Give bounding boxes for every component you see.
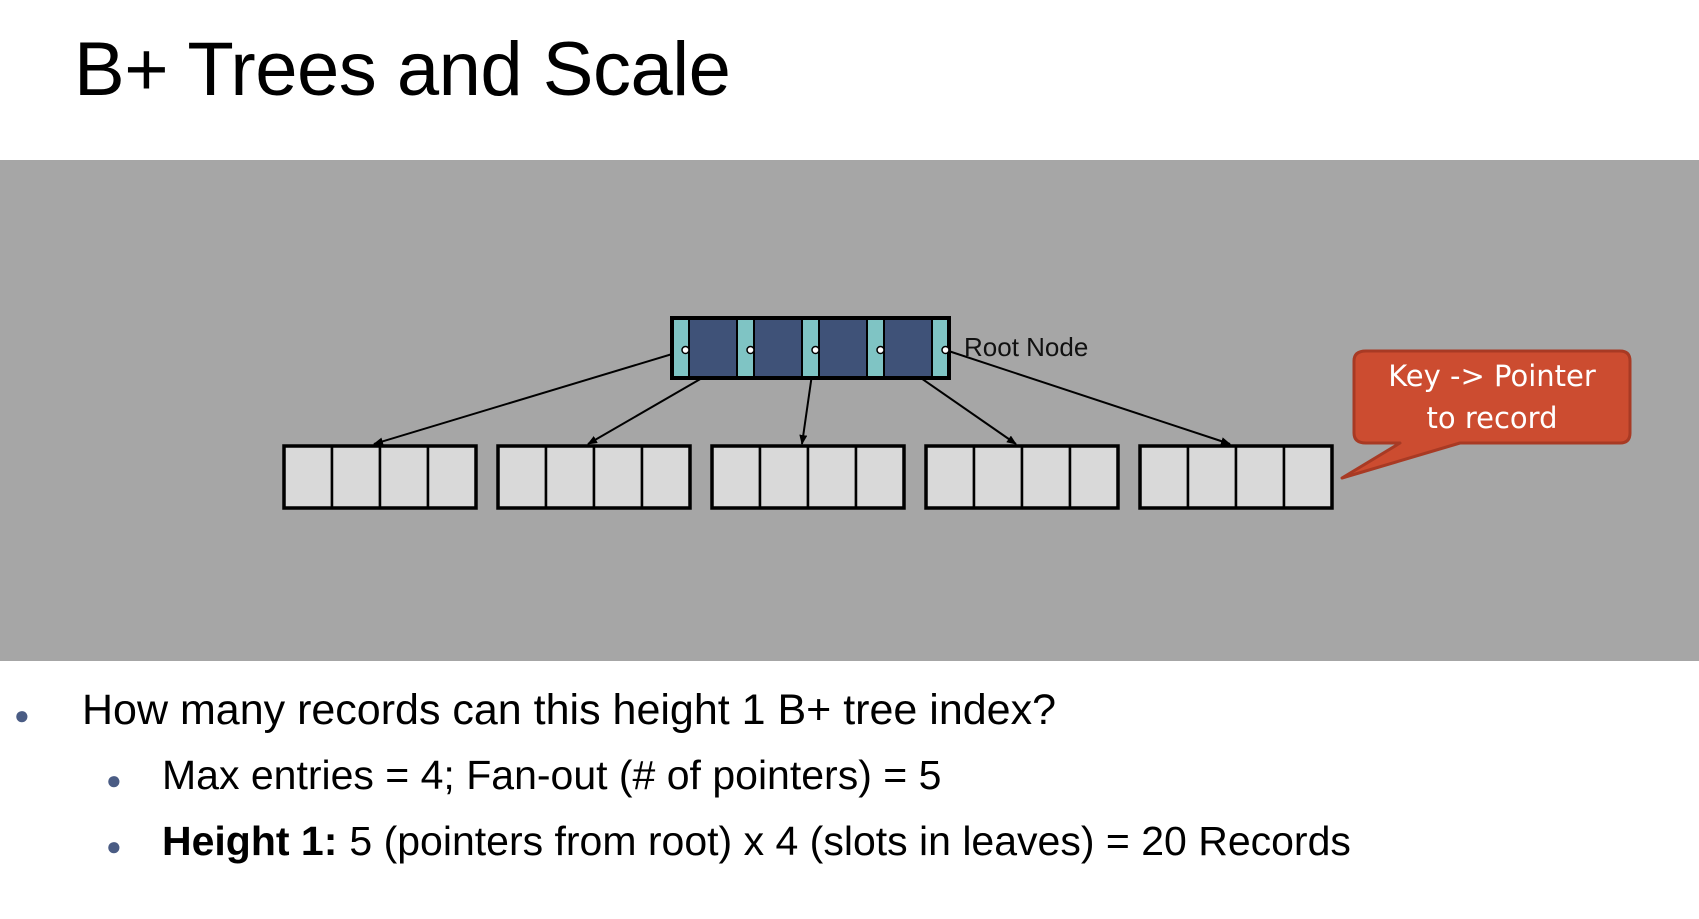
leaf-slot bbox=[1186, 444, 1238, 510]
leaf-nodes bbox=[282, 444, 1334, 510]
leaf-slot bbox=[710, 444, 762, 510]
leaf-slot bbox=[592, 444, 644, 510]
leaf-slot bbox=[330, 444, 382, 510]
b-plus-tree-diagram: Root Node Key -> Pointer to record bbox=[0, 160, 1699, 661]
leaf-node-border bbox=[924, 444, 1120, 510]
root-node-label: Root Node bbox=[964, 332, 1088, 362]
bullet-text: How many records can this height 1 B+ tr… bbox=[82, 686, 1056, 734]
pointer-arrow bbox=[373, 349, 686, 446]
pointer-arrow bbox=[945, 349, 1231, 445]
pointer-origin-dot bbox=[746, 345, 755, 355]
bullet-marker: ● bbox=[14, 700, 30, 730]
leaf-node-border bbox=[1138, 444, 1334, 510]
leaf-slot bbox=[1020, 444, 1072, 510]
leaf-slot bbox=[426, 444, 478, 510]
leaf-slot bbox=[854, 444, 906, 510]
bullet-item-height: ● Height 1: 5 (pointers from root) x 4 (… bbox=[106, 818, 1351, 865]
slide-title: B+ Trees and Scale bbox=[74, 27, 731, 112]
callout: Key -> Pointer to record bbox=[1340, 349, 1632, 480]
pointer-origin-dot bbox=[876, 345, 885, 355]
leaf-slot bbox=[1138, 444, 1190, 510]
leaf-slot bbox=[1068, 444, 1120, 510]
leaf-slot bbox=[544, 444, 596, 510]
leaf-node bbox=[282, 444, 478, 510]
leaf-slot bbox=[924, 444, 976, 510]
bullet-text: 5 (pointers from root) x 4 (slots in lea… bbox=[349, 818, 1351, 864]
callout-bubble bbox=[1340, 349, 1632, 480]
pointer-origin-dot bbox=[941, 345, 950, 355]
bullet-marker: ● bbox=[106, 765, 122, 795]
callout-line-2: to record bbox=[1427, 401, 1558, 435]
leaf-slot bbox=[640, 444, 692, 510]
leaf-slot bbox=[378, 444, 430, 510]
root-key-slot bbox=[753, 317, 803, 379]
leaf-node-border bbox=[496, 444, 692, 510]
bullet-item-question: ● How many records can this height 1 B+ … bbox=[14, 686, 1056, 735]
leaf-slot bbox=[1234, 444, 1286, 510]
root-node bbox=[670, 316, 951, 380]
bullet-text: Max entries = 4; Fan-out (# of pointers)… bbox=[162, 752, 942, 798]
leaf-slot bbox=[496, 444, 548, 510]
leaf-node-border bbox=[710, 444, 906, 510]
leaf-slot bbox=[758, 444, 810, 510]
tree-svg: Root Node Key -> Pointer to record bbox=[282, 316, 1632, 510]
root-key-slot bbox=[818, 317, 868, 379]
leaf-node bbox=[710, 444, 906, 510]
leaf-node bbox=[496, 444, 692, 510]
leaf-slot bbox=[972, 444, 1024, 510]
leaf-node bbox=[1138, 444, 1334, 510]
root-key-slot bbox=[688, 317, 738, 379]
leaf-node-border bbox=[282, 444, 478, 510]
pointer-origin-dot bbox=[811, 345, 820, 355]
leaf-slot bbox=[806, 444, 858, 510]
bullet-item-max-entries: ● Max entries = 4; Fan-out (# of pointer… bbox=[106, 752, 941, 799]
leaf-slot bbox=[282, 444, 334, 510]
root-key-slot bbox=[883, 317, 933, 379]
bullet-bold-label: Height 1: bbox=[162, 818, 338, 864]
leaf-slot bbox=[1282, 444, 1334, 510]
callout-line-1: Key -> Pointer bbox=[1388, 359, 1596, 393]
pointer-origin-dot bbox=[681, 345, 690, 355]
bullet-marker: ● bbox=[106, 831, 122, 861]
leaf-node bbox=[924, 444, 1120, 510]
